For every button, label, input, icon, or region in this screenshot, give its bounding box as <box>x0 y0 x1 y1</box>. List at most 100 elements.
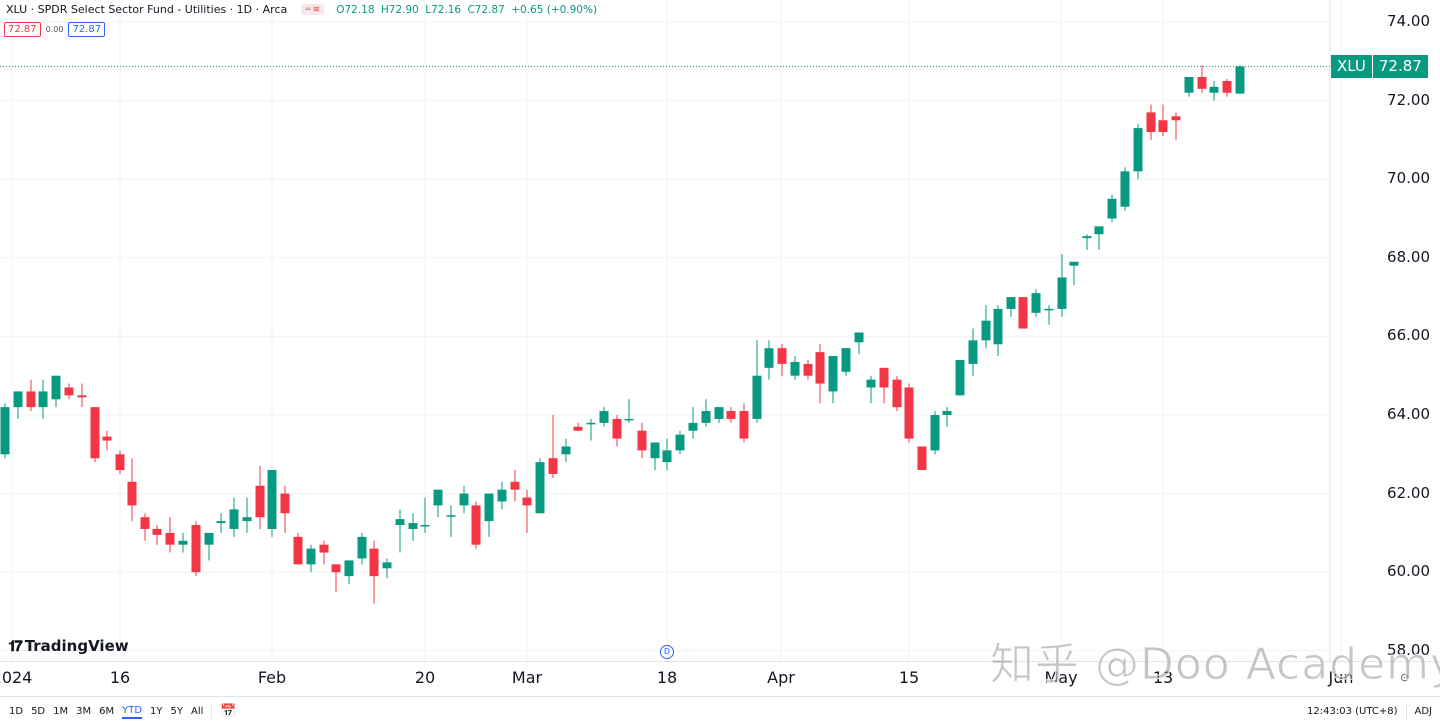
candle[interactable] <box>841 348 851 376</box>
candle[interactable] <box>319 540 329 565</box>
candle[interactable] <box>675 430 685 455</box>
candle[interactable] <box>267 470 277 537</box>
candle[interactable] <box>0 403 10 459</box>
candle[interactable] <box>1222 78 1232 97</box>
candle[interactable] <box>306 544 316 573</box>
candle[interactable] <box>714 407 724 423</box>
candle[interactable] <box>1133 124 1143 180</box>
candle[interactable] <box>115 450 125 474</box>
candle[interactable] <box>280 485 290 533</box>
candle[interactable] <box>930 411 940 455</box>
candle[interactable] <box>561 438 571 463</box>
time-axis[interactable]: 2024 16 Feb 20 Mar 18 Apr 15 May 13 Jun <box>0 661 1440 696</box>
candle[interactable] <box>1146 104 1156 140</box>
candle[interactable] <box>433 489 443 518</box>
candle[interactable] <box>879 367 889 404</box>
candle[interactable] <box>993 304 1003 357</box>
candle[interactable] <box>739 403 749 443</box>
candle[interactable] <box>1069 261 1079 286</box>
range-button-1m[interactable]: 1M <box>53 706 69 717</box>
candle[interactable] <box>1209 80 1219 101</box>
range-button-ytd[interactable]: YTD <box>122 705 143 719</box>
candle[interactable] <box>178 532 188 553</box>
range-button-5y[interactable]: 5Y <box>170 706 184 717</box>
candle[interactable] <box>191 521 201 577</box>
candle[interactable] <box>522 489 532 533</box>
candle[interactable] <box>357 532 367 565</box>
tradingview-logo[interactable]: 𝟏𝟕 TradingView <box>8 637 129 655</box>
candle[interactable] <box>369 540 379 604</box>
candle[interactable] <box>459 485 469 514</box>
candle[interactable] <box>1235 65 1245 95</box>
candle[interactable] <box>637 422 647 459</box>
candle[interactable] <box>140 513 150 541</box>
candle[interactable] <box>344 560 354 584</box>
candle[interactable] <box>64 383 74 400</box>
candle[interactable] <box>764 340 774 380</box>
candle[interactable] <box>102 430 112 451</box>
candle[interactable] <box>803 359 813 380</box>
candle[interactable] <box>573 422 583 431</box>
dividend-marker-icon[interactable]: D <box>660 645 674 659</box>
candle[interactable] <box>726 407 736 423</box>
candle[interactable] <box>26 379 36 412</box>
candle[interactable] <box>408 513 418 541</box>
candle[interactable] <box>612 415 622 447</box>
candle[interactable] <box>420 497 430 533</box>
range-button-all[interactable]: All <box>191 706 204 717</box>
candle[interactable] <box>1018 297 1028 329</box>
candle[interactable] <box>204 532 214 561</box>
candle[interactable] <box>382 558 392 579</box>
candle[interactable] <box>127 458 137 522</box>
candle[interactable] <box>1107 194 1117 223</box>
candle[interactable] <box>229 497 239 537</box>
candle[interactable] <box>471 501 481 549</box>
adj-toggle[interactable]: ADJ <box>1414 706 1433 717</box>
axis-settings-icon[interactable]: ⊙ <box>1400 671 1410 684</box>
candle[interactable] <box>1094 226 1104 250</box>
candle[interactable] <box>866 375 876 404</box>
candle[interactable] <box>752 340 762 423</box>
range-button-6m[interactable]: 6M <box>99 706 115 717</box>
candle[interactable] <box>904 383 914 443</box>
candle[interactable] <box>1184 77 1194 97</box>
candle[interactable] <box>165 517 175 553</box>
candle[interactable] <box>1006 297 1016 317</box>
candle[interactable] <box>1120 167 1130 211</box>
candle[interactable] <box>216 513 226 533</box>
candle[interactable] <box>942 407 952 427</box>
clock-time[interactable]: 12:43:03 (UTC+8) <box>1307 706 1398 717</box>
candle[interactable] <box>917 446 927 471</box>
candle[interactable] <box>331 564 341 592</box>
candle[interactable] <box>828 356 838 404</box>
range-button-1d[interactable]: 1D <box>9 706 24 717</box>
candle[interactable] <box>777 344 787 376</box>
candle[interactable] <box>255 466 265 529</box>
go-to-date-calendar-icon[interactable]: 📅 <box>220 704 237 719</box>
candle[interactable] <box>815 344 825 404</box>
candle[interactable] <box>38 379 48 419</box>
candle[interactable] <box>701 399 711 427</box>
buy-price-button[interactable]: 72.87 <box>68 22 106 37</box>
candle[interactable] <box>293 532 303 565</box>
legend-toggle-button[interactable]: ═ ≋ <box>301 4 325 15</box>
candlestick-chart[interactable] <box>0 0 1440 661</box>
candle[interactable] <box>1044 304 1054 325</box>
candle[interactable] <box>624 399 634 423</box>
candle[interactable] <box>484 493 494 537</box>
candle[interactable] <box>790 356 800 380</box>
candle[interactable] <box>51 375 61 408</box>
candle[interactable] <box>955 359 965 396</box>
candle[interactable] <box>1057 253 1067 317</box>
candle[interactable] <box>446 505 456 537</box>
candle[interactable] <box>662 438 672 471</box>
candle[interactable] <box>599 407 609 427</box>
candle[interactable] <box>688 407 698 439</box>
candle[interactable] <box>1197 65 1207 93</box>
candle[interactable] <box>13 391 23 419</box>
candle[interactable] <box>395 509 405 553</box>
candle[interactable] <box>981 304 991 349</box>
candle[interactable] <box>586 418 596 441</box>
candle[interactable] <box>242 497 252 533</box>
candle[interactable] <box>854 332 864 355</box>
